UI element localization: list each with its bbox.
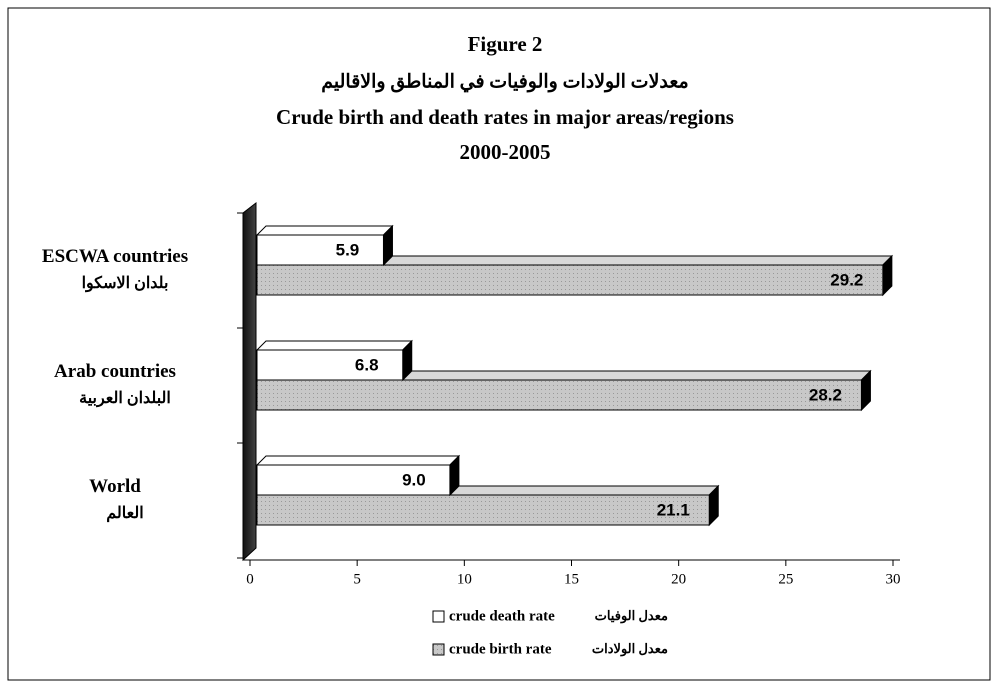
x-tick-label: 25 bbox=[778, 571, 793, 587]
chart-subtitle: Crude birth and death rates in major are… bbox=[276, 105, 734, 129]
legend-label-ar: معدل الولادات bbox=[592, 641, 668, 657]
bar-top bbox=[255, 340, 413, 351]
x-tick-label: 0 bbox=[246, 571, 254, 587]
legend-label-ar: معدل الوفيات bbox=[595, 608, 668, 624]
bar bbox=[256, 464, 451, 496]
wall bbox=[242, 201, 257, 562]
legend-label: crude death rate bbox=[449, 608, 555, 624]
data-label: 21.1 bbox=[657, 500, 690, 519]
category-label: ESCWA countries bbox=[42, 246, 188, 267]
legend-swatch bbox=[432, 610, 445, 623]
bar bbox=[256, 379, 862, 411]
x-tick-label: 15 bbox=[564, 571, 579, 587]
legend-swatch bbox=[432, 643, 445, 656]
chart-title-ar: معدلات الولادات والوفيات في المناطق والا… bbox=[321, 71, 688, 93]
category-label-ar: العالم bbox=[106, 505, 143, 523]
x-tick-label: 5 bbox=[353, 571, 361, 587]
category-label: Arab countries bbox=[54, 361, 176, 382]
data-label: 9.0 bbox=[402, 470, 426, 489]
bar bbox=[256, 349, 404, 381]
data-label: 29.2 bbox=[830, 270, 863, 289]
x-tick-label: 10 bbox=[457, 571, 472, 587]
frame bbox=[7, 7, 991, 681]
bar-top bbox=[255, 455, 461, 466]
chart-period: 2000-2005 bbox=[460, 140, 551, 164]
bar bbox=[256, 234, 384, 266]
data-label: 28.2 bbox=[809, 385, 842, 404]
x-tick-label: 30 bbox=[886, 571, 901, 587]
data-label: 5.9 bbox=[336, 240, 360, 259]
chart-title: Figure 2 bbox=[468, 32, 543, 56]
category-label: World bbox=[89, 476, 141, 497]
x-tick-label: 20 bbox=[671, 571, 686, 587]
bar-top bbox=[255, 225, 394, 236]
legend-label: crude birth rate bbox=[449, 641, 552, 657]
category-label-ar: بلدان الاسكوا bbox=[82, 275, 169, 293]
data-label: 6.8 bbox=[355, 355, 379, 374]
bar bbox=[256, 494, 710, 526]
category-label-ar: البلدان العربية bbox=[79, 390, 171, 408]
bar bbox=[256, 264, 884, 296]
